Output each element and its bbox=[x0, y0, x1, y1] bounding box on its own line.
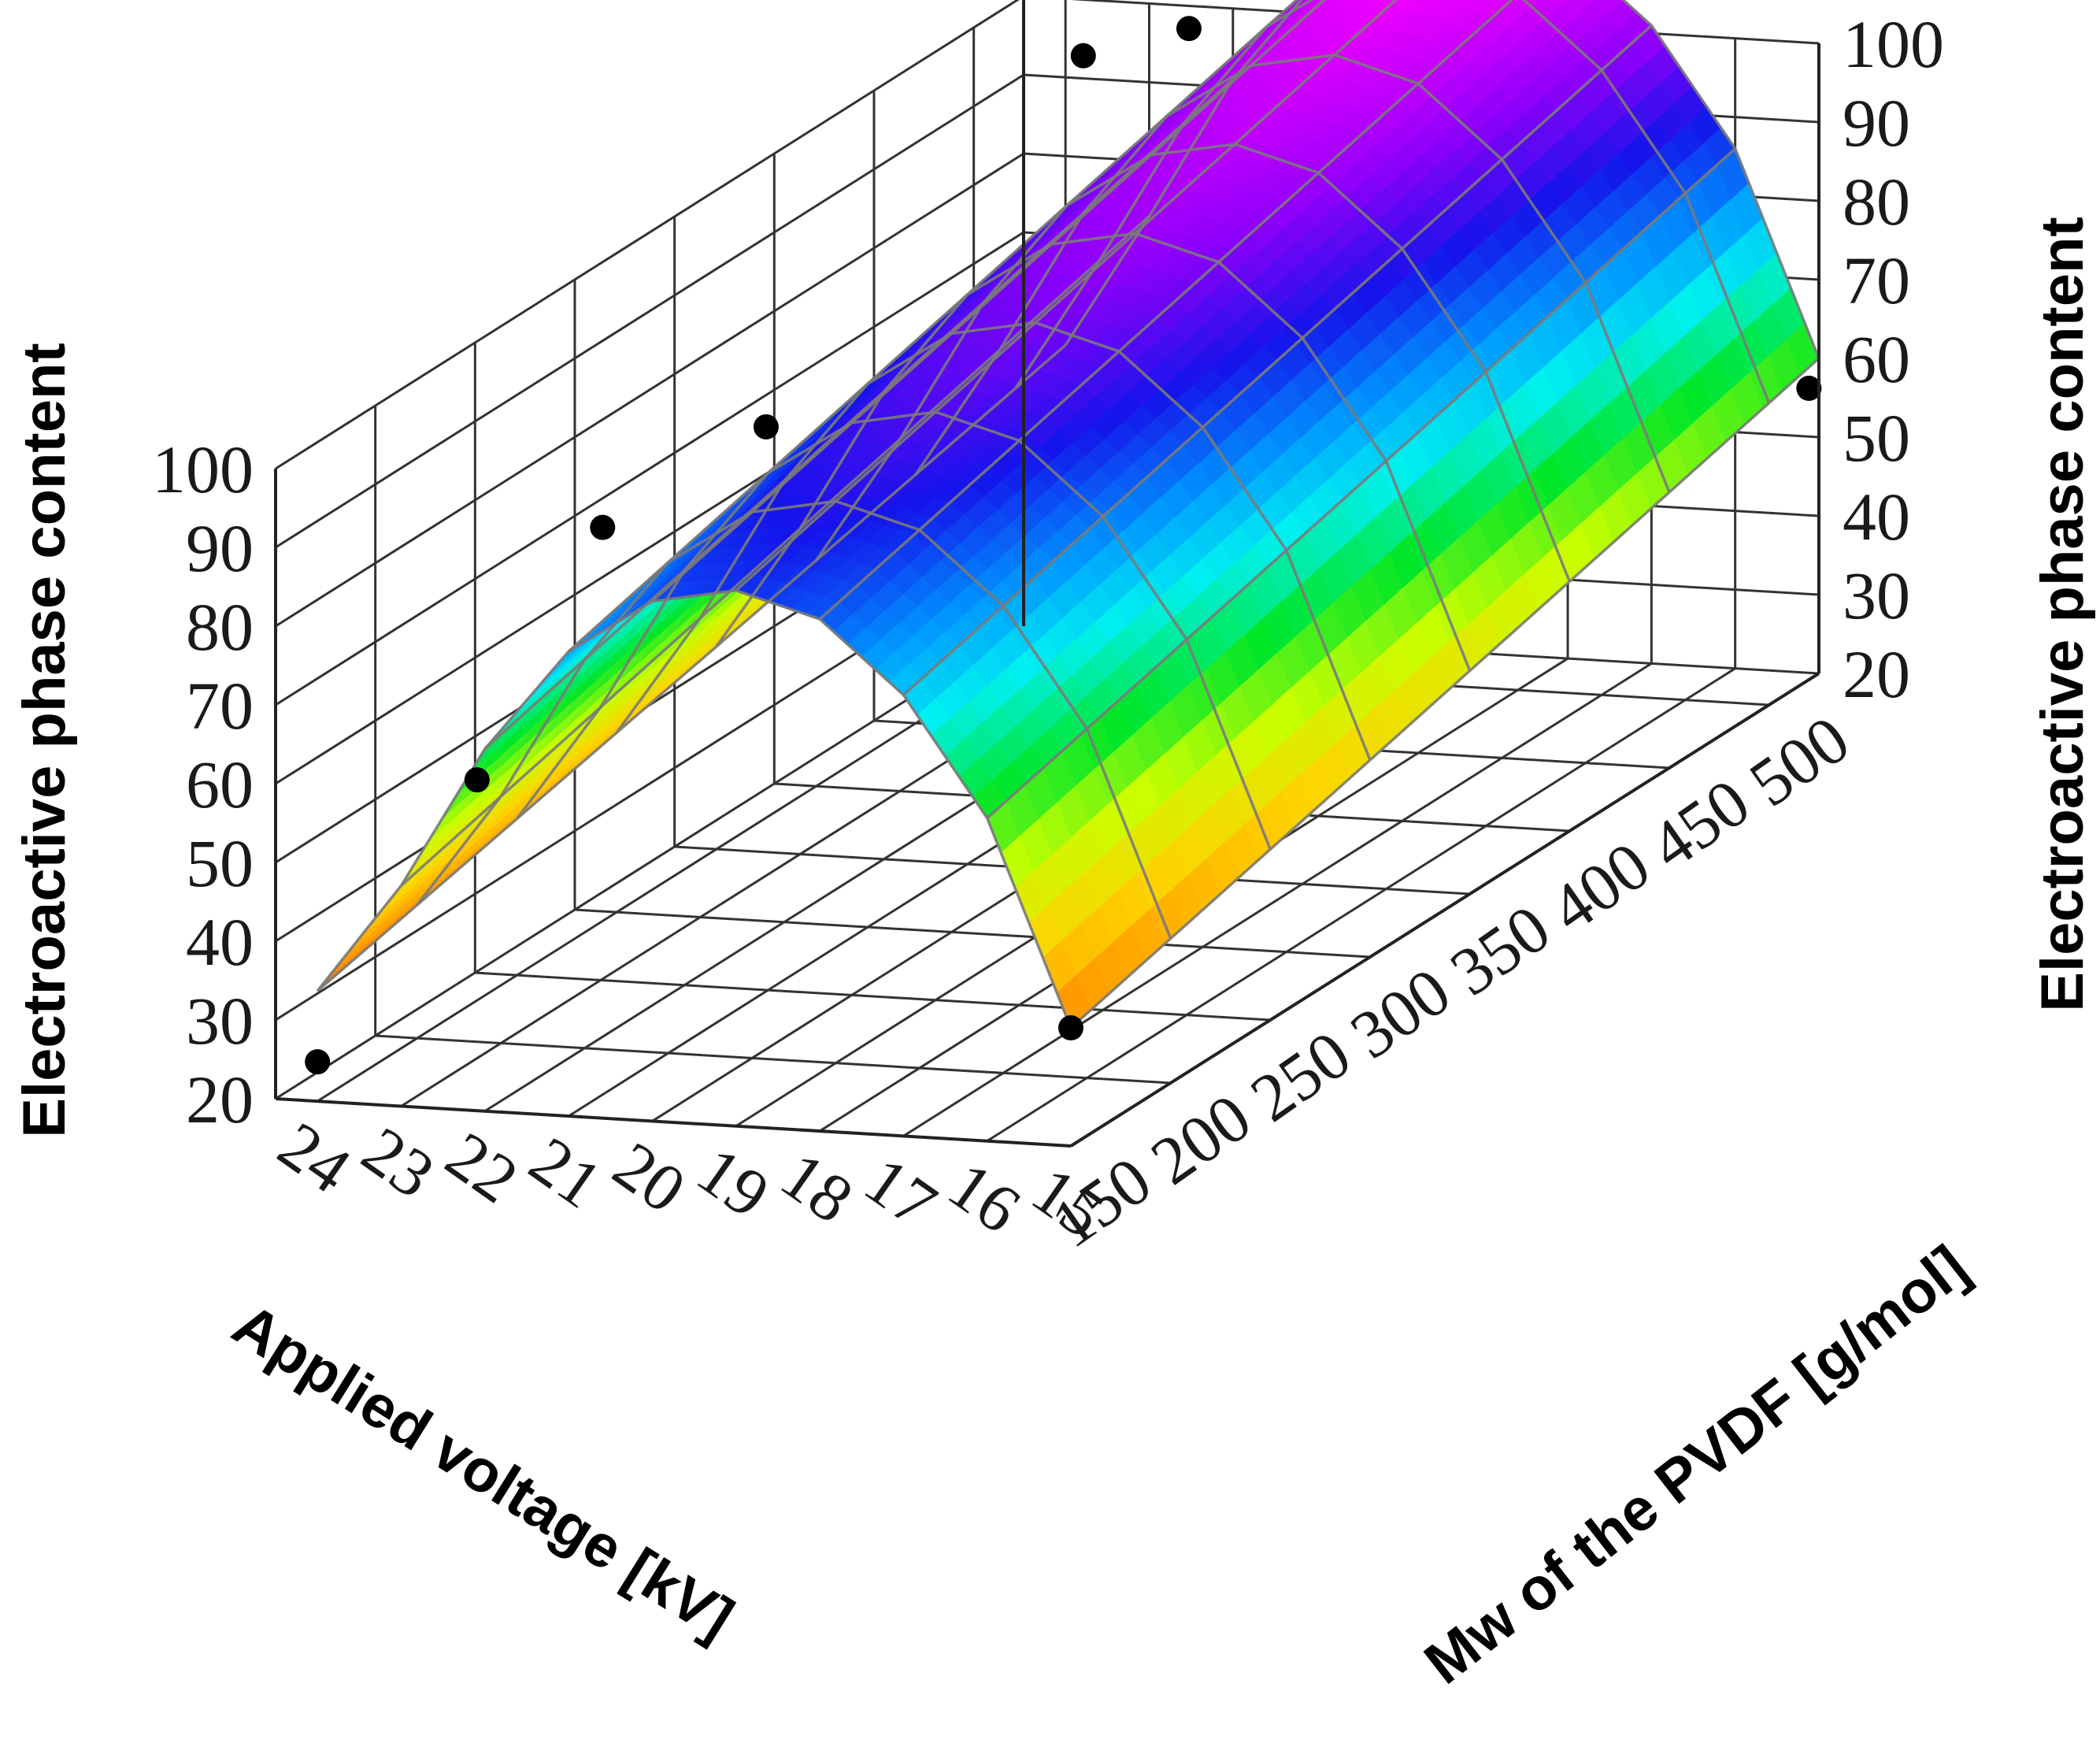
z-tick-label-right: 60 bbox=[1843, 321, 1910, 397]
right-wall-gridline bbox=[275, 152, 1024, 628]
z-tick-label-right: 40 bbox=[1843, 479, 1910, 554]
y-axis-title: Mw of the PVDF [g/mol] bbox=[1413, 1233, 1980, 1697]
voltage-tick-label: 18 bbox=[768, 1137, 867, 1237]
voltage-tick-label: 21 bbox=[517, 1122, 616, 1222]
voltage-tick-label: 17 bbox=[851, 1142, 950, 1243]
right-wall-gridline bbox=[275, 73, 1024, 549]
mesh-line-voltage bbox=[1069, 357, 1820, 1029]
data-points bbox=[305, 16, 1822, 1075]
voltage-tick-label: 24 bbox=[265, 1107, 365, 1207]
floor-gridline bbox=[475, 971, 1271, 1022]
surface-patch bbox=[1585, 0, 1597, 6]
right-wall-gridline bbox=[275, 0, 1020, 470]
frame-edge bbox=[1069, 672, 1820, 1148]
floor-gridline bbox=[574, 908, 1371, 959]
mesh-line-voltage bbox=[483, 78, 1234, 751]
voltage-tick-label: 23 bbox=[349, 1112, 448, 1213]
z-tick-label-left: 50 bbox=[186, 825, 254, 901]
mesh-line-voltage bbox=[818, 0, 1514, 621]
z-tick-label-right: 100 bbox=[1843, 6, 1944, 82]
mw-tick-label: 200 bbox=[1138, 1079, 1265, 1200]
mesh-line-mw bbox=[615, 321, 1372, 761]
data-point bbox=[1796, 376, 1822, 401]
z-tick-label-right: 90 bbox=[1843, 85, 1910, 161]
voltage-tick-label: 20 bbox=[600, 1127, 699, 1228]
z-tick-label-left: 80 bbox=[186, 589, 254, 665]
z-tick-label-left: 90 bbox=[186, 510, 254, 586]
z-tick-label-right: 30 bbox=[1843, 558, 1910, 633]
z-tick-label-left: 100 bbox=[152, 432, 254, 507]
mesh-line-mw bbox=[416, 499, 1172, 940]
x-axis-title: Applied voltage [kV] bbox=[221, 1291, 745, 1652]
mesh-line-mw bbox=[1014, 0, 1771, 404]
voltage-tick-label: 19 bbox=[684, 1132, 783, 1233]
data-point bbox=[1058, 1015, 1083, 1040]
mesh-line-voltage bbox=[317, 343, 1067, 992]
mesh-line-voltage bbox=[986, 147, 1736, 820]
mesh-line-voltage bbox=[567, 0, 1299, 653]
z-tick-label-left: 60 bbox=[186, 747, 254, 822]
z-tick-label-right: 50 bbox=[1843, 400, 1910, 476]
right-wall-gridline bbox=[275, 625, 1024, 1100]
mesh-line-mw bbox=[914, 53, 1671, 493]
data-point bbox=[305, 1049, 331, 1075]
floor-gridline bbox=[375, 1034, 1171, 1085]
mw-tick-label: 450 bbox=[1636, 764, 1763, 884]
z-axis-title-right: Electroactive phase content bbox=[2029, 217, 2096, 1011]
frame-edge bbox=[275, 1097, 1072, 1148]
data-point bbox=[590, 514, 616, 540]
data-point bbox=[753, 413, 779, 439]
z-tick-label-left: 30 bbox=[186, 983, 254, 1059]
z-tick-label-right: 80 bbox=[1843, 164, 1910, 239]
data-point bbox=[1070, 43, 1096, 69]
mw-tick-label: 500 bbox=[1736, 701, 1863, 821]
mesh-line-voltage bbox=[902, 24, 1653, 696]
floor-gridline bbox=[986, 667, 1736, 1142]
surface-patch bbox=[1548, 0, 1569, 9]
floor-gridline bbox=[902, 662, 1653, 1137]
mw-tick-label: 400 bbox=[1536, 827, 1663, 948]
mesh-line-mw bbox=[316, 588, 1072, 1029]
z-axis-title-left: Electroactive phase content bbox=[11, 343, 78, 1137]
z-tick-label-left: 20 bbox=[186, 1062, 254, 1137]
axes-frame bbox=[274, 0, 1820, 1148]
mesh-line-mw bbox=[715, 232, 1472, 672]
mw-tick-label: 350 bbox=[1437, 890, 1564, 1011]
mesh-line-mw bbox=[815, 143, 1571, 582]
z-tick-label-left: 40 bbox=[186, 904, 254, 980]
data-point bbox=[1176, 16, 1202, 42]
mesh-line-voltage bbox=[735, 0, 1398, 592]
mesh-line-mw bbox=[1064, 0, 1820, 359]
right-wall-gridline bbox=[275, 231, 1024, 706]
data-point bbox=[464, 767, 490, 793]
z-tick-label-right: 70 bbox=[1843, 243, 1910, 318]
voltage-tick-label: 16 bbox=[935, 1147, 1035, 1248]
z-tick-label-left: 70 bbox=[186, 668, 254, 744]
voltage-tick-label: 22 bbox=[433, 1117, 532, 1218]
mesh-line-mw bbox=[516, 410, 1272, 850]
mw-tick-label: 300 bbox=[1337, 953, 1464, 1074]
mesh-line-voltage bbox=[651, 0, 1327, 603]
mw-tick-label: 250 bbox=[1237, 1016, 1364, 1137]
z-tick-label-right: 20 bbox=[1843, 636, 1910, 712]
